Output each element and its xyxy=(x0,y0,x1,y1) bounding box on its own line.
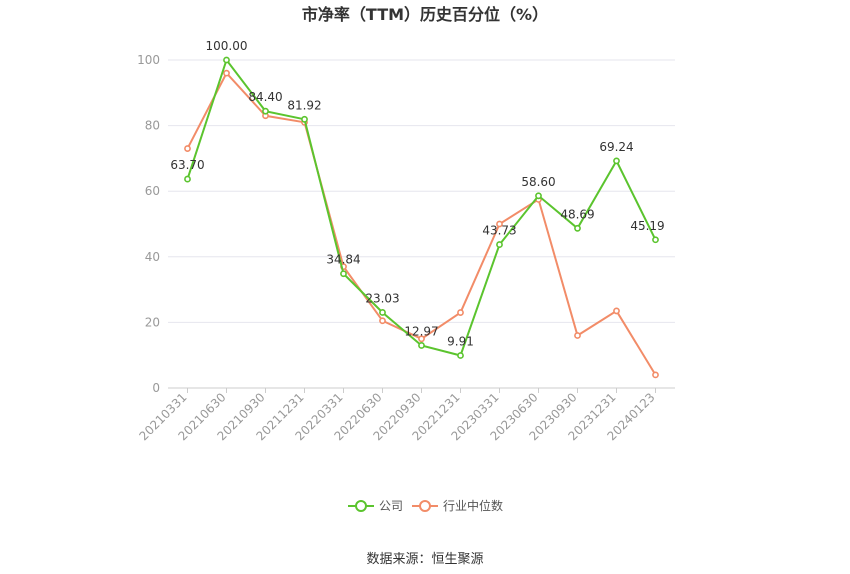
legend-marker-industry xyxy=(419,500,431,512)
point-industry[interactable] xyxy=(379,317,386,325)
legend-label-industry: 行业中位数 xyxy=(443,498,503,513)
point-company[interactable] xyxy=(652,236,659,244)
data-label-company: 43.73 xyxy=(482,224,516,238)
point-industry[interactable] xyxy=(223,69,230,77)
y-tick-label: 0 xyxy=(152,381,160,395)
point-industry[interactable] xyxy=(574,332,581,339)
legend-marker-company xyxy=(355,500,367,512)
point-company[interactable] xyxy=(184,175,191,183)
data-label-company: 58.60 xyxy=(521,175,555,189)
data-labels: 63.70 100.00 84.40 81.92 34.84 23.03 12.97 9.91… xyxy=(170,39,664,348)
legend-item-company[interactable]: 公司 xyxy=(348,499,403,513)
data-label-company: 12.97 xyxy=(404,324,438,338)
data-label-company: 69.24 xyxy=(599,140,633,154)
point-industry[interactable] xyxy=(184,145,191,152)
point-company[interactable] xyxy=(418,342,425,349)
data-label-company: 81.92 xyxy=(287,98,321,112)
legend[interactable]: 公司 行业中位数 xyxy=(348,498,503,513)
data-label-company: 9.91 xyxy=(447,334,474,348)
point-industry[interactable] xyxy=(613,307,620,315)
data-label-company: 23.03 xyxy=(365,291,399,305)
point-company[interactable] xyxy=(301,115,308,123)
data-label-company: 45.19 xyxy=(630,219,664,233)
point-industry[interactable] xyxy=(457,309,464,316)
point-company[interactable] xyxy=(457,352,464,359)
x-axis-ticks: 2021033120210630202109302021123120220331… xyxy=(137,388,658,443)
series-layer xyxy=(184,56,659,379)
point-company[interactable] xyxy=(613,157,620,165)
data-label-company: 34.84 xyxy=(326,253,360,267)
point-company[interactable] xyxy=(262,107,269,115)
point-industry[interactable] xyxy=(652,371,659,379)
point-company[interactable] xyxy=(379,309,386,316)
point-industry[interactable] xyxy=(496,220,503,228)
y-tick-label: 60 xyxy=(145,184,160,198)
chart-title: 市净率（TTM）历史百分位（%） xyxy=(302,5,548,24)
point-industry[interactable] xyxy=(418,335,425,343)
y-tick-label: 80 xyxy=(145,119,160,133)
point-company[interactable] xyxy=(223,56,230,64)
data-label-company: 84.40 xyxy=(248,90,282,104)
legend-item-industry[interactable]: 行业中位数 xyxy=(412,498,503,513)
point-company[interactable] xyxy=(340,270,347,278)
data-label-company: 100.00 xyxy=(206,39,248,53)
legend-label-company: 公司 xyxy=(379,499,403,513)
source-note: 数据来源：恒生聚源 xyxy=(366,552,483,567)
y-axis-ticks: 0 20 40 60 80 100 xyxy=(137,53,160,395)
y-tick-label: 40 xyxy=(145,250,160,264)
y-tick-label: 20 xyxy=(145,315,160,329)
y-tick-label: 100 xyxy=(137,53,160,67)
point-company[interactable] xyxy=(496,241,503,248)
point-company[interactable] xyxy=(535,192,542,200)
data-label-company: 48.69 xyxy=(560,207,594,221)
point-company[interactable] xyxy=(574,224,581,232)
data-label-company: 63.70 xyxy=(170,158,204,172)
